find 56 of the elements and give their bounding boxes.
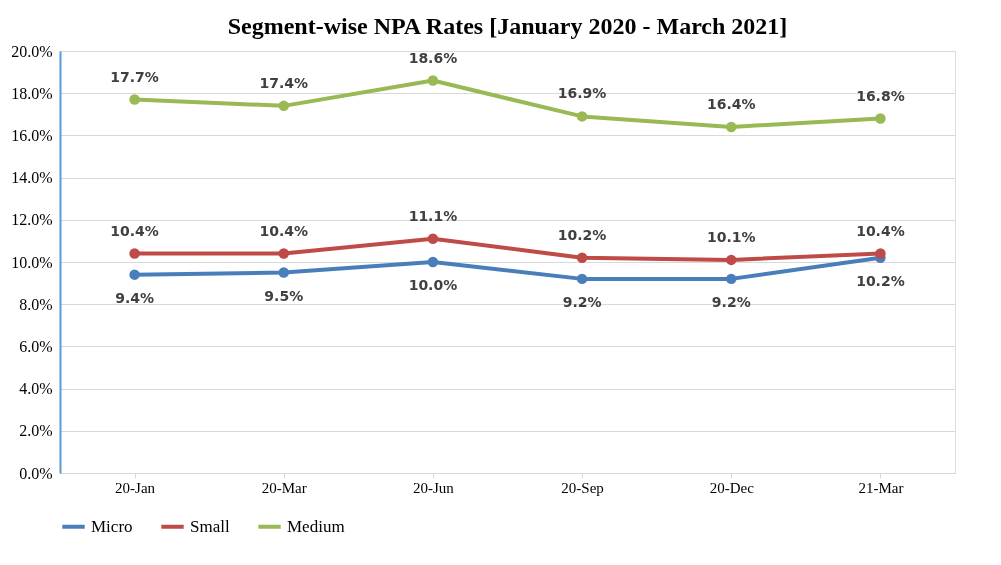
point [726, 254, 737, 266]
data-label: 17.4% [259, 74, 309, 91]
point [726, 121, 737, 133]
x-tick-label: 20-Jan [115, 479, 156, 496]
y-tick-label: 20.0% [11, 42, 53, 60]
point [576, 273, 588, 285]
data-label: 16.8% [856, 87, 905, 104]
y-tick-label: 2.0% [19, 422, 53, 440]
data-label: 16.9% [557, 85, 607, 102]
legend-label: Small [190, 516, 230, 536]
data-label: 16.4% [706, 95, 756, 112]
y-tick-label: 0.0% [19, 464, 53, 482]
y-tick-label: 14.0% [11, 169, 53, 187]
y-tick-label: 8.0% [19, 295, 53, 313]
point [726, 273, 737, 285]
y-tick-label: 10.0% [11, 253, 53, 271]
data-label: 10.2% [557, 226, 607, 243]
y-tick-label: 18.0% [11, 84, 53, 102]
point [278, 100, 289, 112]
point [427, 256, 439, 268]
data-label: 9.4% [115, 289, 154, 306]
point [875, 248, 886, 259]
data-label: 10.0% [408, 277, 458, 293]
data-label: 10.4% [110, 222, 159, 239]
data-label: 10.4% [856, 222, 905, 239]
point [278, 248, 289, 259]
x-tick-label: 20-Sep [561, 479, 604, 496]
point [278, 267, 289, 278]
point [576, 252, 588, 264]
x-tick-label: 20-Dec [709, 479, 755, 496]
y-tick-label: 12.0% [11, 211, 53, 229]
data-label: 10.1% [706, 228, 756, 245]
point [129, 94, 140, 105]
chart-title: Segment-wise NPA Rates [January 2020 - March 2021] [227, 13, 788, 39]
x-tick-label: 21-Mar [858, 479, 904, 496]
legend-label: Medium [287, 516, 345, 536]
point [427, 233, 439, 245]
data-label: 10.2% [856, 272, 905, 289]
point [129, 269, 140, 280]
point [875, 113, 886, 124]
y-tick-label: 16.0% [11, 126, 53, 144]
point [427, 75, 439, 86]
y-tick-label: 4.0% [19, 380, 53, 398]
data-label: 11.1% [408, 207, 458, 224]
data-label: 17.7% [110, 68, 159, 85]
x-tick-label: 20-Mar [261, 479, 307, 496]
y-tick-label: 6.0% [19, 337, 53, 355]
legend-label: Micro [91, 516, 133, 536]
point [129, 248, 140, 259]
data-label: 9.2% [711, 293, 751, 310]
x-tick-label: 20-Jun [412, 479, 455, 496]
data-label: 10.4% [259, 222, 309, 239]
data-label: 9.5% [264, 287, 304, 304]
data-label: 18.6% [408, 49, 458, 66]
point [576, 111, 588, 122]
data-label: 9.2% [562, 293, 602, 310]
